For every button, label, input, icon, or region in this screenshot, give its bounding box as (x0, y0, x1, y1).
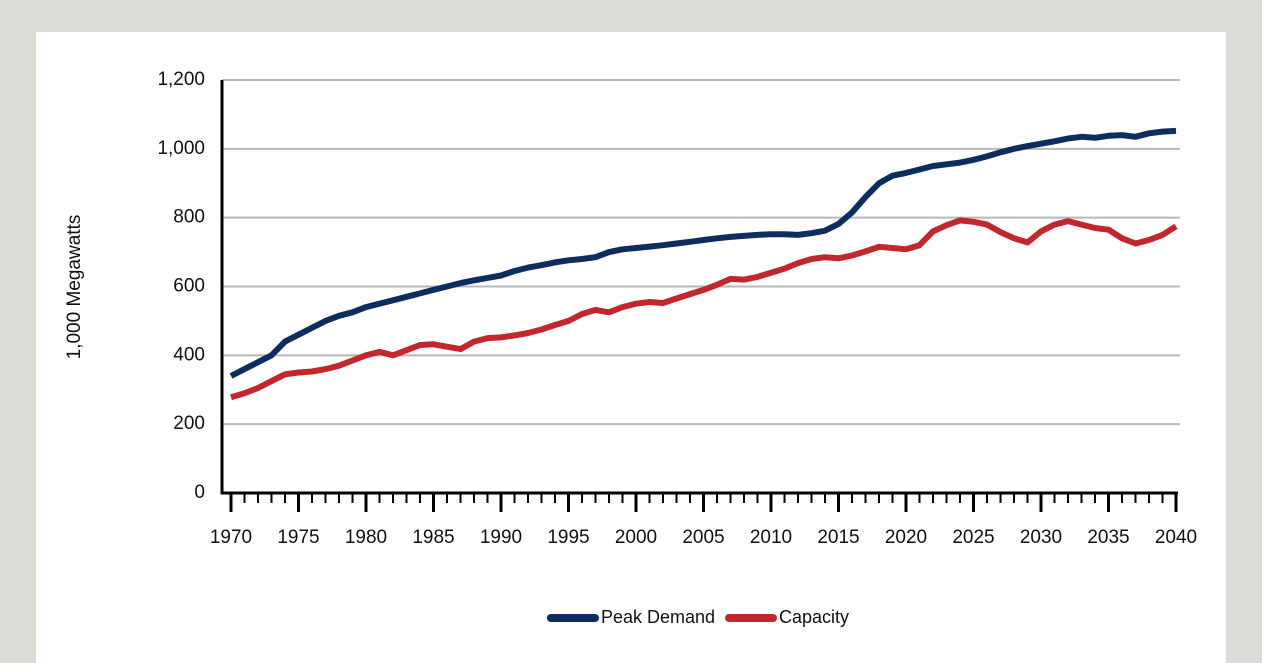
x-tick-label: 2025 (952, 527, 994, 548)
y-tick-label: 400 (173, 344, 205, 365)
legend: Peak Demand Capacity (546, 607, 849, 627)
x-tick-label: 1995 (547, 527, 589, 548)
legend-label: Peak Demand (601, 607, 715, 627)
legend-label: Capacity (779, 607, 849, 627)
x-tick-label: 1970 (210, 527, 252, 548)
x-tick-label: 1990 (480, 527, 522, 548)
x-tick-label: 2000 (615, 527, 657, 548)
x-tick-label: 2010 (750, 527, 792, 548)
data-line (229, 127, 1177, 379)
data-line (230, 217, 1178, 401)
x-tick-label: 2035 (1087, 527, 1129, 548)
x-tick-label: 2005 (682, 527, 724, 548)
x-tick-label: 2020 (885, 527, 927, 548)
y-tick-label: 1,200 (157, 69, 205, 90)
x-tick-label: 2040 (1155, 527, 1197, 548)
x-tick-label: 1985 (412, 527, 454, 548)
chart-panel (36, 32, 1226, 663)
x-tick-label: 1980 (345, 527, 387, 548)
y-tick-label: 200 (173, 413, 205, 434)
y-axis-label: 1,000 Megawatts (64, 215, 85, 360)
y-tick-label: 1,000 (157, 138, 205, 159)
x-tick-label: 1975 (277, 527, 319, 548)
y-tick-label: 600 (173, 276, 205, 297)
y-tick-label: 0 (194, 482, 205, 503)
x-tick-label: 2015 (817, 527, 859, 548)
x-tick-label: 2030 (1020, 527, 1062, 548)
y-tick-label: 800 (173, 207, 205, 228)
